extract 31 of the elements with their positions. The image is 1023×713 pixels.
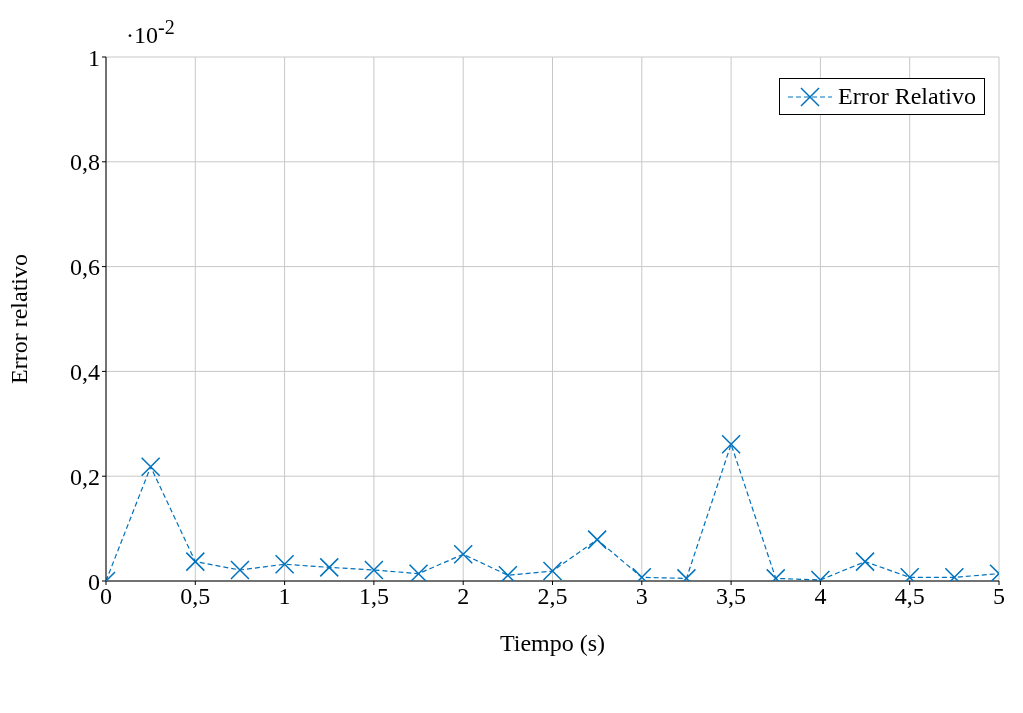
x-tick-label: 5 xyxy=(993,583,1005,610)
x-axis-title: Tiempo (s) xyxy=(499,630,606,656)
y-tick-label: 0,8 xyxy=(70,149,100,176)
y-tick-label: 0,6 xyxy=(70,254,100,281)
x-tick-label: 4 xyxy=(814,583,827,610)
x-tick-label: 4,5 xyxy=(894,583,925,610)
point xyxy=(140,457,161,477)
x-tick-label: 1 xyxy=(278,583,291,610)
point xyxy=(364,560,384,580)
point xyxy=(230,560,250,580)
point xyxy=(453,544,473,565)
point xyxy=(542,561,563,581)
point xyxy=(274,554,295,574)
point xyxy=(721,434,741,454)
point xyxy=(185,551,206,572)
x-tick-label: 3 xyxy=(635,583,648,610)
point xyxy=(408,563,429,581)
y-tick-label: 0,4 xyxy=(70,358,100,385)
legend-label: Error Relativo xyxy=(838,83,976,110)
x-tick-label: 3,5 xyxy=(716,583,747,610)
y-axis-title: Error relativo xyxy=(5,254,32,384)
y-tick-label: 0,2 xyxy=(70,463,100,490)
point xyxy=(319,557,339,578)
x-tick-label: 1,5 xyxy=(358,583,389,610)
x-tick-label: 0,5 xyxy=(180,583,211,610)
point xyxy=(855,551,875,572)
x-tick-label: 2 xyxy=(457,583,470,610)
x-tick-label: 2,5 xyxy=(537,583,568,610)
text: ·10$^{-2}$ xyxy=(126,16,175,49)
point xyxy=(587,529,607,550)
y-tick-label: 1 xyxy=(88,44,100,71)
